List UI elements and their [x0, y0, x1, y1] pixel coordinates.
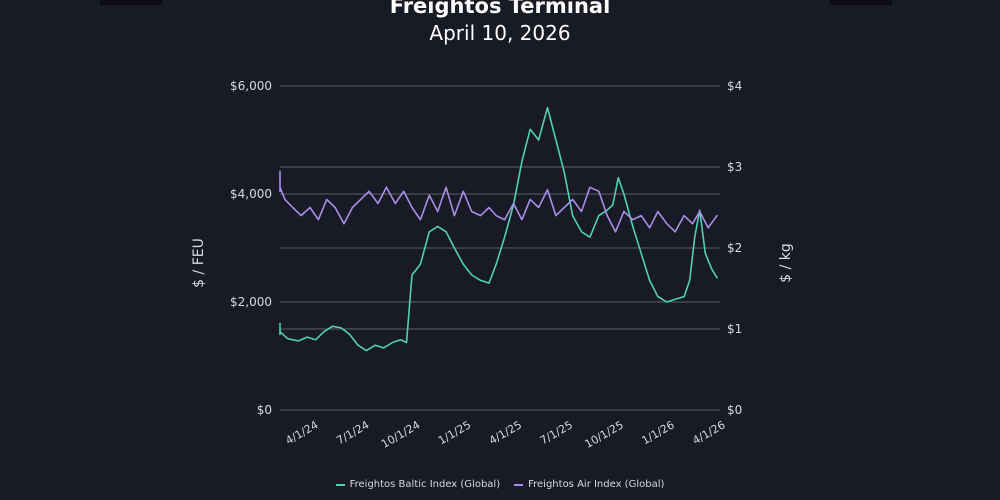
right-axis-title: $ / kg — [778, 243, 794, 283]
x-tick-label: 7/1/24 — [334, 418, 371, 447]
corner-block-left — [100, 0, 162, 5]
x-tick-label: 1/1/25 — [436, 418, 473, 447]
legend-label-fbx: Freightos Baltic Index (Global) — [349, 479, 501, 490]
x-tick-label: 10/1/25 — [583, 418, 626, 450]
right-tick-label: $0 — [727, 403, 742, 417]
legend-item-fbx[interactable]: Freightos Baltic Index (Global) — [335, 479, 501, 490]
x-tick-label: 1/1/26 — [639, 418, 676, 447]
right-tick-label: $1 — [727, 322, 742, 336]
x-tick-label: 4/1/26 — [690, 418, 727, 447]
right-tick-label: $4 — [727, 79, 742, 93]
left-tick-label: $2,000 — [230, 295, 272, 309]
right-tick-label: $2 — [727, 241, 742, 255]
x-tick-label: 4/1/24 — [283, 418, 320, 447]
legend[interactable]: Freightos Baltic Index (Global) Freighto… — [0, 479, 1000, 490]
legend-swatch-fbx — [335, 483, 345, 486]
legend-swatch-fax — [514, 483, 524, 486]
series-line-fax — [279, 170, 718, 233]
x-tick-label: 4/1/25 — [487, 418, 524, 447]
right-tick-label: $3 — [727, 160, 742, 174]
left-tick-label: $0 — [257, 403, 272, 417]
left-tick-label: $4,000 — [230, 187, 272, 201]
left-axis-title: $ / FEU — [191, 238, 207, 288]
chart-title: Freightos Terminal — [389, 0, 611, 18]
x-tick-label: 10/1/24 — [379, 418, 422, 450]
left-tick-label: $6,000 — [230, 79, 272, 93]
corner-block-right — [830, 0, 892, 5]
legend-label-fax: Freightos Air Index (Global) — [528, 479, 665, 490]
legend-item-fax[interactable]: Freightos Air Index (Global) — [514, 479, 664, 490]
series-line-fbx — [279, 106, 718, 352]
x-tick-label: 7/1/25 — [538, 418, 575, 447]
chart-date: April 10, 2026 — [429, 21, 571, 45]
